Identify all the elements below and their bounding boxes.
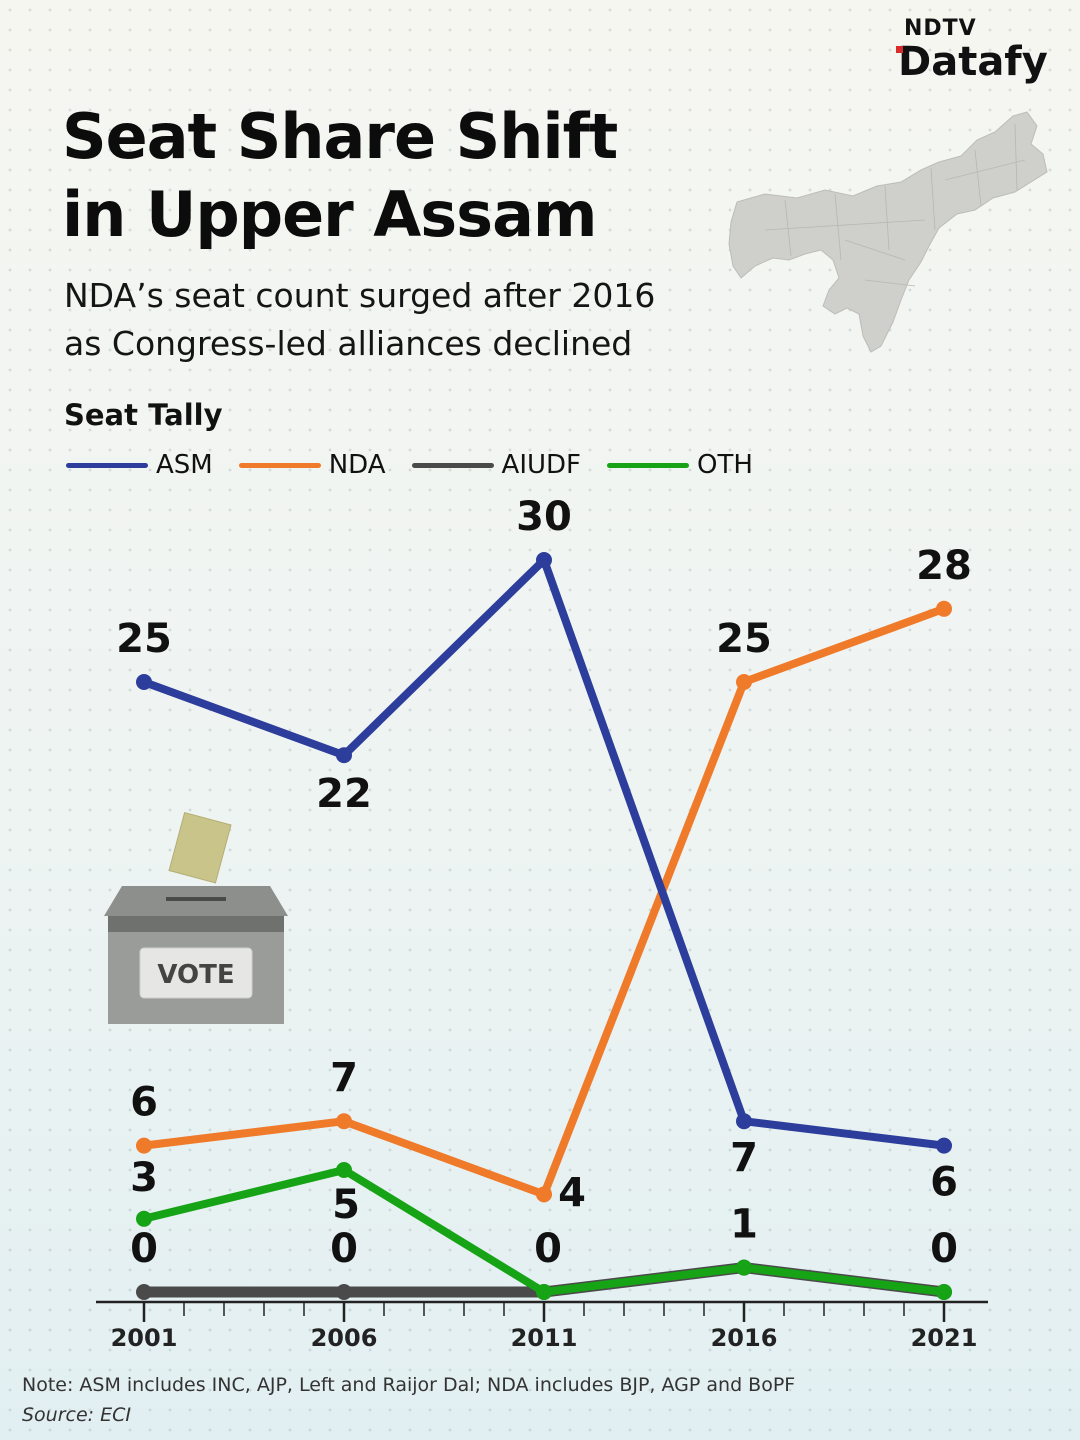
data-point-asm <box>936 1137 952 1154</box>
data-label-aiudf: 0 <box>930 1226 958 1272</box>
data-label-asm: 7 <box>730 1135 758 1181</box>
x-tick-label: 2016 <box>711 1324 778 1352</box>
data-point-aiudf <box>336 1284 352 1300</box>
data-label-oth: 3 <box>130 1155 158 1201</box>
chart-title: Seat Tally <box>64 398 223 432</box>
data-point-aiudf <box>136 1284 152 1300</box>
title-line-2: in Upper Assam <box>62 178 598 251</box>
ballot-box-illustration: VOTE <box>104 811 288 1024</box>
data-label-asm: 22 <box>316 771 372 817</box>
data-label-asm: 6 <box>930 1160 958 1206</box>
legend-label-aiudf: AIUDF <box>501 450 582 480</box>
data-label-nda: 7 <box>330 1055 358 1101</box>
legend-item-nda: NDA <box>238 450 386 480</box>
data-point-oth <box>536 1284 552 1300</box>
x-tick-label: 2021 <box>911 1324 978 1352</box>
legend-item-oth: OTH <box>607 450 753 480</box>
logo-red-square <box>896 46 903 53</box>
legend-swatch-oth <box>607 462 690 468</box>
x-tick-label: 2011 <box>511 1324 578 1352</box>
data-label-oth: 5 <box>332 1182 360 1228</box>
x-tick-label: 2006 <box>311 1324 378 1352</box>
legend-item-asm: ASM <box>66 450 213 480</box>
subtitle-line-2: as Congress-led alliances declined <box>64 324 633 363</box>
data-point-asm <box>136 674 152 690</box>
data-label-aiudf: 0 <box>130 1226 158 1272</box>
ballot-box-slot <box>166 897 226 901</box>
data-point-nda <box>936 600 952 617</box>
data-point-asm <box>736 1113 752 1130</box>
ndtv-datafy-logo: NDTV Datafy <box>896 16 1058 85</box>
data-label-nda: 4 <box>558 1170 586 1216</box>
data-point-nda <box>336 1113 352 1130</box>
ballot-paper <box>168 811 232 884</box>
x-tick-label: 2001 <box>111 1324 178 1352</box>
logo-ndtv-text: NDTV <box>904 16 977 41</box>
data-point-nda <box>736 674 752 690</box>
legend-label-nda: NDA <box>328 450 386 480</box>
source-credit: Source: ECI <box>22 1404 131 1426</box>
logo-datafy-word: Datafy <box>898 39 1048 85</box>
legend-item-aiudf: AIUDF <box>411 450 582 480</box>
legend-swatch-nda <box>238 462 321 468</box>
data-point-asm <box>536 552 552 568</box>
data-point-oth <box>936 1284 952 1300</box>
data-label-nda: 28 <box>916 543 972 589</box>
legend-swatch-asm <box>66 462 148 468</box>
data-point-nda <box>136 1137 152 1154</box>
data-point-oth <box>336 1162 352 1178</box>
data-point-nda <box>536 1186 552 1203</box>
data-label-asm: 25 <box>116 616 172 662</box>
assam-map-illustration <box>728 111 1048 353</box>
page-subtitle: NDA’s seat count surged after 2016 as Co… <box>64 272 764 368</box>
ballot-box-label-plate <box>139 947 253 999</box>
legend-label-asm: ASM <box>156 450 213 480</box>
ballot-box-label: VOTE <box>157 960 234 990</box>
title-line-1: Seat Share Shift <box>62 100 618 173</box>
subtitle-line-1: NDA’s seat count surged after 2016 <box>64 276 656 315</box>
data-label-nda: 6 <box>130 1080 158 1126</box>
data-point-oth <box>136 1210 152 1227</box>
assam-district-lines <box>764 123 1026 287</box>
logo-datafy-text: Datafy <box>896 39 1058 85</box>
data-label-aiudf: 1 <box>730 1202 758 1248</box>
data-point-asm <box>336 747 352 764</box>
data-label-aiudf: 0 <box>330 1226 358 1272</box>
page-title: Seat Share Shift in Upper Assam <box>62 98 762 254</box>
data-label-nda: 25 <box>716 616 772 662</box>
data-label-asm: 30 <box>516 494 572 540</box>
legend-label-oth: OTH <box>697 450 753 480</box>
line-chart: 2001 2006 2011 2016 2021 25 22 30 7 6 6 7 4 25 28 0 0 0 1 0… <box>96 494 988 1352</box>
ballot-box-band <box>108 916 284 932</box>
data-label-aiudf: 0 <box>534 1226 562 1272</box>
data-point-oth <box>736 1259 752 1276</box>
legend-swatch-aiudf <box>411 462 494 468</box>
footnote: Note: ASM includes INC, AJP, Left and Ra… <box>22 1374 796 1396</box>
chart-legend: ASM NDA AIUDF OTH <box>66 448 779 482</box>
